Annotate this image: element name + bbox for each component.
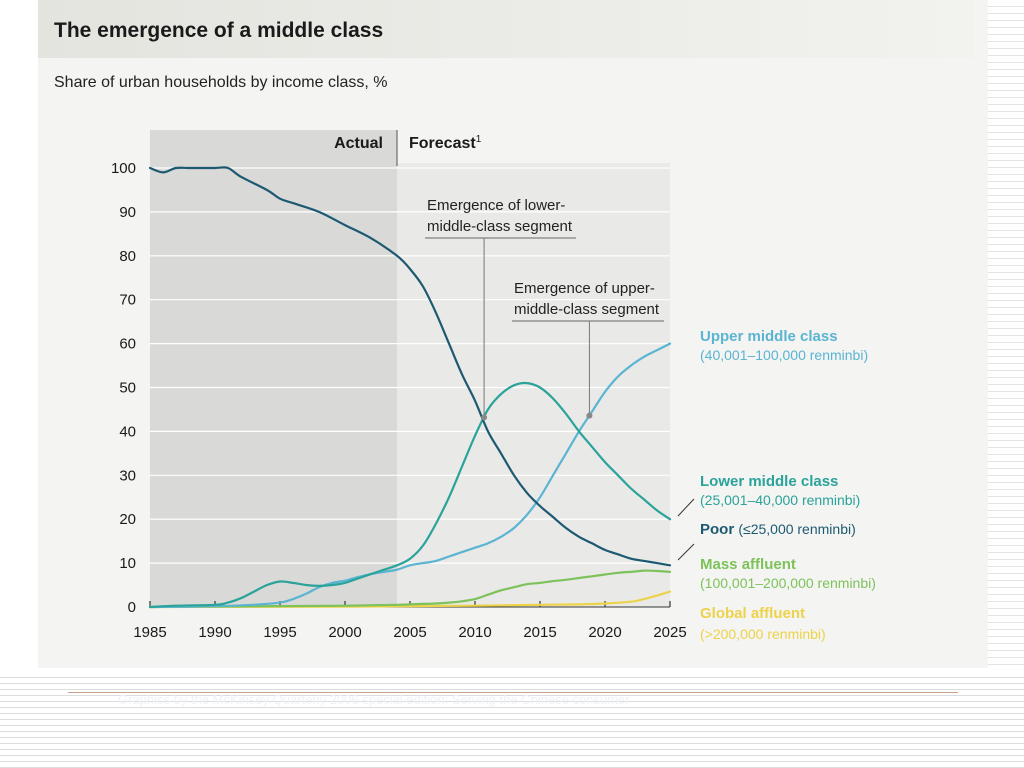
legend-name-global-affluent: Global affluent: [700, 605, 805, 622]
series-line-lower-middle-class: [148, 381, 672, 609]
legend-name-mass-affluent: Mass affluent: [700, 556, 796, 573]
footer-caption: Graphics by the McKinsey Quarterly 2006 …: [118, 692, 630, 707]
y-tick-label: 80: [119, 248, 136, 265]
x-tick-label: 2015: [523, 624, 556, 641]
legend-range-mass-affluent: (100,001–200,000 renminbi): [700, 575, 876, 591]
legend-range-global-affluent: (>200,000 renminbi): [700, 626, 826, 642]
x-tick-label: 2025: [653, 624, 686, 641]
actual-label: Actual: [334, 135, 383, 152]
annotation-lower-middle-line2: middle-class segment: [427, 218, 573, 235]
x-tick-label: 2010: [458, 624, 491, 641]
y-tick-label: 0: [128, 599, 136, 616]
series-line-upper-middle-class: [148, 342, 672, 609]
title-band: [38, 0, 974, 58]
series-line-mass-affluent: [148, 569, 672, 609]
annotation-lower-middle-line1: Emergence of lower-: [427, 197, 565, 214]
x-tick-label: 1990: [198, 624, 231, 641]
annotation-upper-middle-marker: [586, 412, 593, 419]
slide-stripes-right: [988, 0, 1024, 670]
legend-range-upper-middle-class: (40,001–100,000 renminbi): [700, 347, 868, 363]
x-tick-label: 2000: [328, 624, 361, 641]
footer-rule: [68, 692, 958, 693]
figure-subtitle: Share of urban households by income clas…: [54, 74, 388, 91]
legend-name-upper-middle-class: Upper middle class: [700, 328, 838, 345]
annotation-upper-middle-line1: Emergence of upper-: [514, 280, 655, 297]
y-tick-label: 70: [119, 292, 136, 309]
legend-entry-poor: Poor (≤25,000 renminbi): [700, 521, 856, 538]
x-tick-label: 1985: [133, 624, 166, 641]
legend-name-lower-middle-class: Lower middle class: [700, 473, 838, 490]
slide-stripes-bottom: [0, 672, 1024, 768]
y-tick-label: 60: [119, 336, 136, 353]
series-line-poor: [148, 166, 672, 567]
y-tick-label: 100: [111, 160, 136, 177]
actual-period-shading: [150, 130, 397, 607]
annotation-lower-middle-marker: [481, 414, 488, 421]
annotation-upper-middle-line2: middle-class segment: [514, 301, 660, 318]
y-tick-label: 50: [119, 380, 136, 397]
x-tick-label: 2020: [588, 624, 621, 641]
y-tick-label: 10: [119, 555, 136, 572]
y-tick-label: 90: [119, 204, 136, 221]
legend-range-lower-middle-class: (25,001–40,000 renminbi): [700, 492, 860, 508]
y-tick-label: 30: [119, 467, 136, 484]
legend-leader-lower-middle: [677, 498, 695, 517]
x-tick-label: 1995: [263, 624, 296, 641]
y-tick-label: 20: [119, 511, 136, 528]
x-tick-label: 2005: [393, 624, 426, 641]
forecast-label: Forecast1: [409, 134, 482, 152]
y-tick-label: 40: [119, 423, 136, 440]
legend-leader-poor: [677, 543, 695, 561]
figure-title: The emergence of a middle class: [54, 19, 384, 42]
